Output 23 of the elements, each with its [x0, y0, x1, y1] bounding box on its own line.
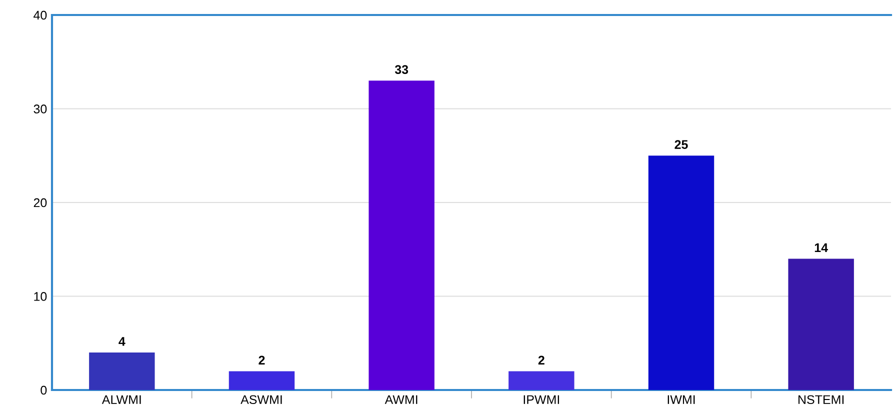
bar [368, 80, 434, 390]
data-label: 2 [258, 356, 265, 364]
y-tick-label: 40 [34, 10, 47, 20]
x-tick-label: IPWMI [524, 395, 560, 404]
data-label: 2 [538, 356, 544, 364]
y-tick-label: 10 [34, 292, 47, 301]
x-tick-label: ASWMI [240, 395, 282, 404]
bar [228, 371, 295, 390]
x-tick-label: NSTEMI [798, 395, 844, 404]
x-tick-label: IWMI [668, 395, 695, 404]
x-tick-label: AWMI [384, 395, 418, 404]
y-tick-label: 20 [34, 198, 47, 208]
bar [508, 371, 574, 390]
bar [648, 156, 714, 390]
data-label: 33 [394, 65, 408, 74]
bar [89, 352, 155, 390]
data-label: 4 [118, 337, 126, 346]
x-tick-label: ALWMI [102, 395, 141, 404]
data-label: 14 [814, 243, 828, 252]
bar [788, 258, 854, 390]
data-label: 25 [674, 140, 688, 149]
y-tick-label: 0 [40, 386, 47, 395]
y-tick-label: 30 [34, 104, 47, 114]
